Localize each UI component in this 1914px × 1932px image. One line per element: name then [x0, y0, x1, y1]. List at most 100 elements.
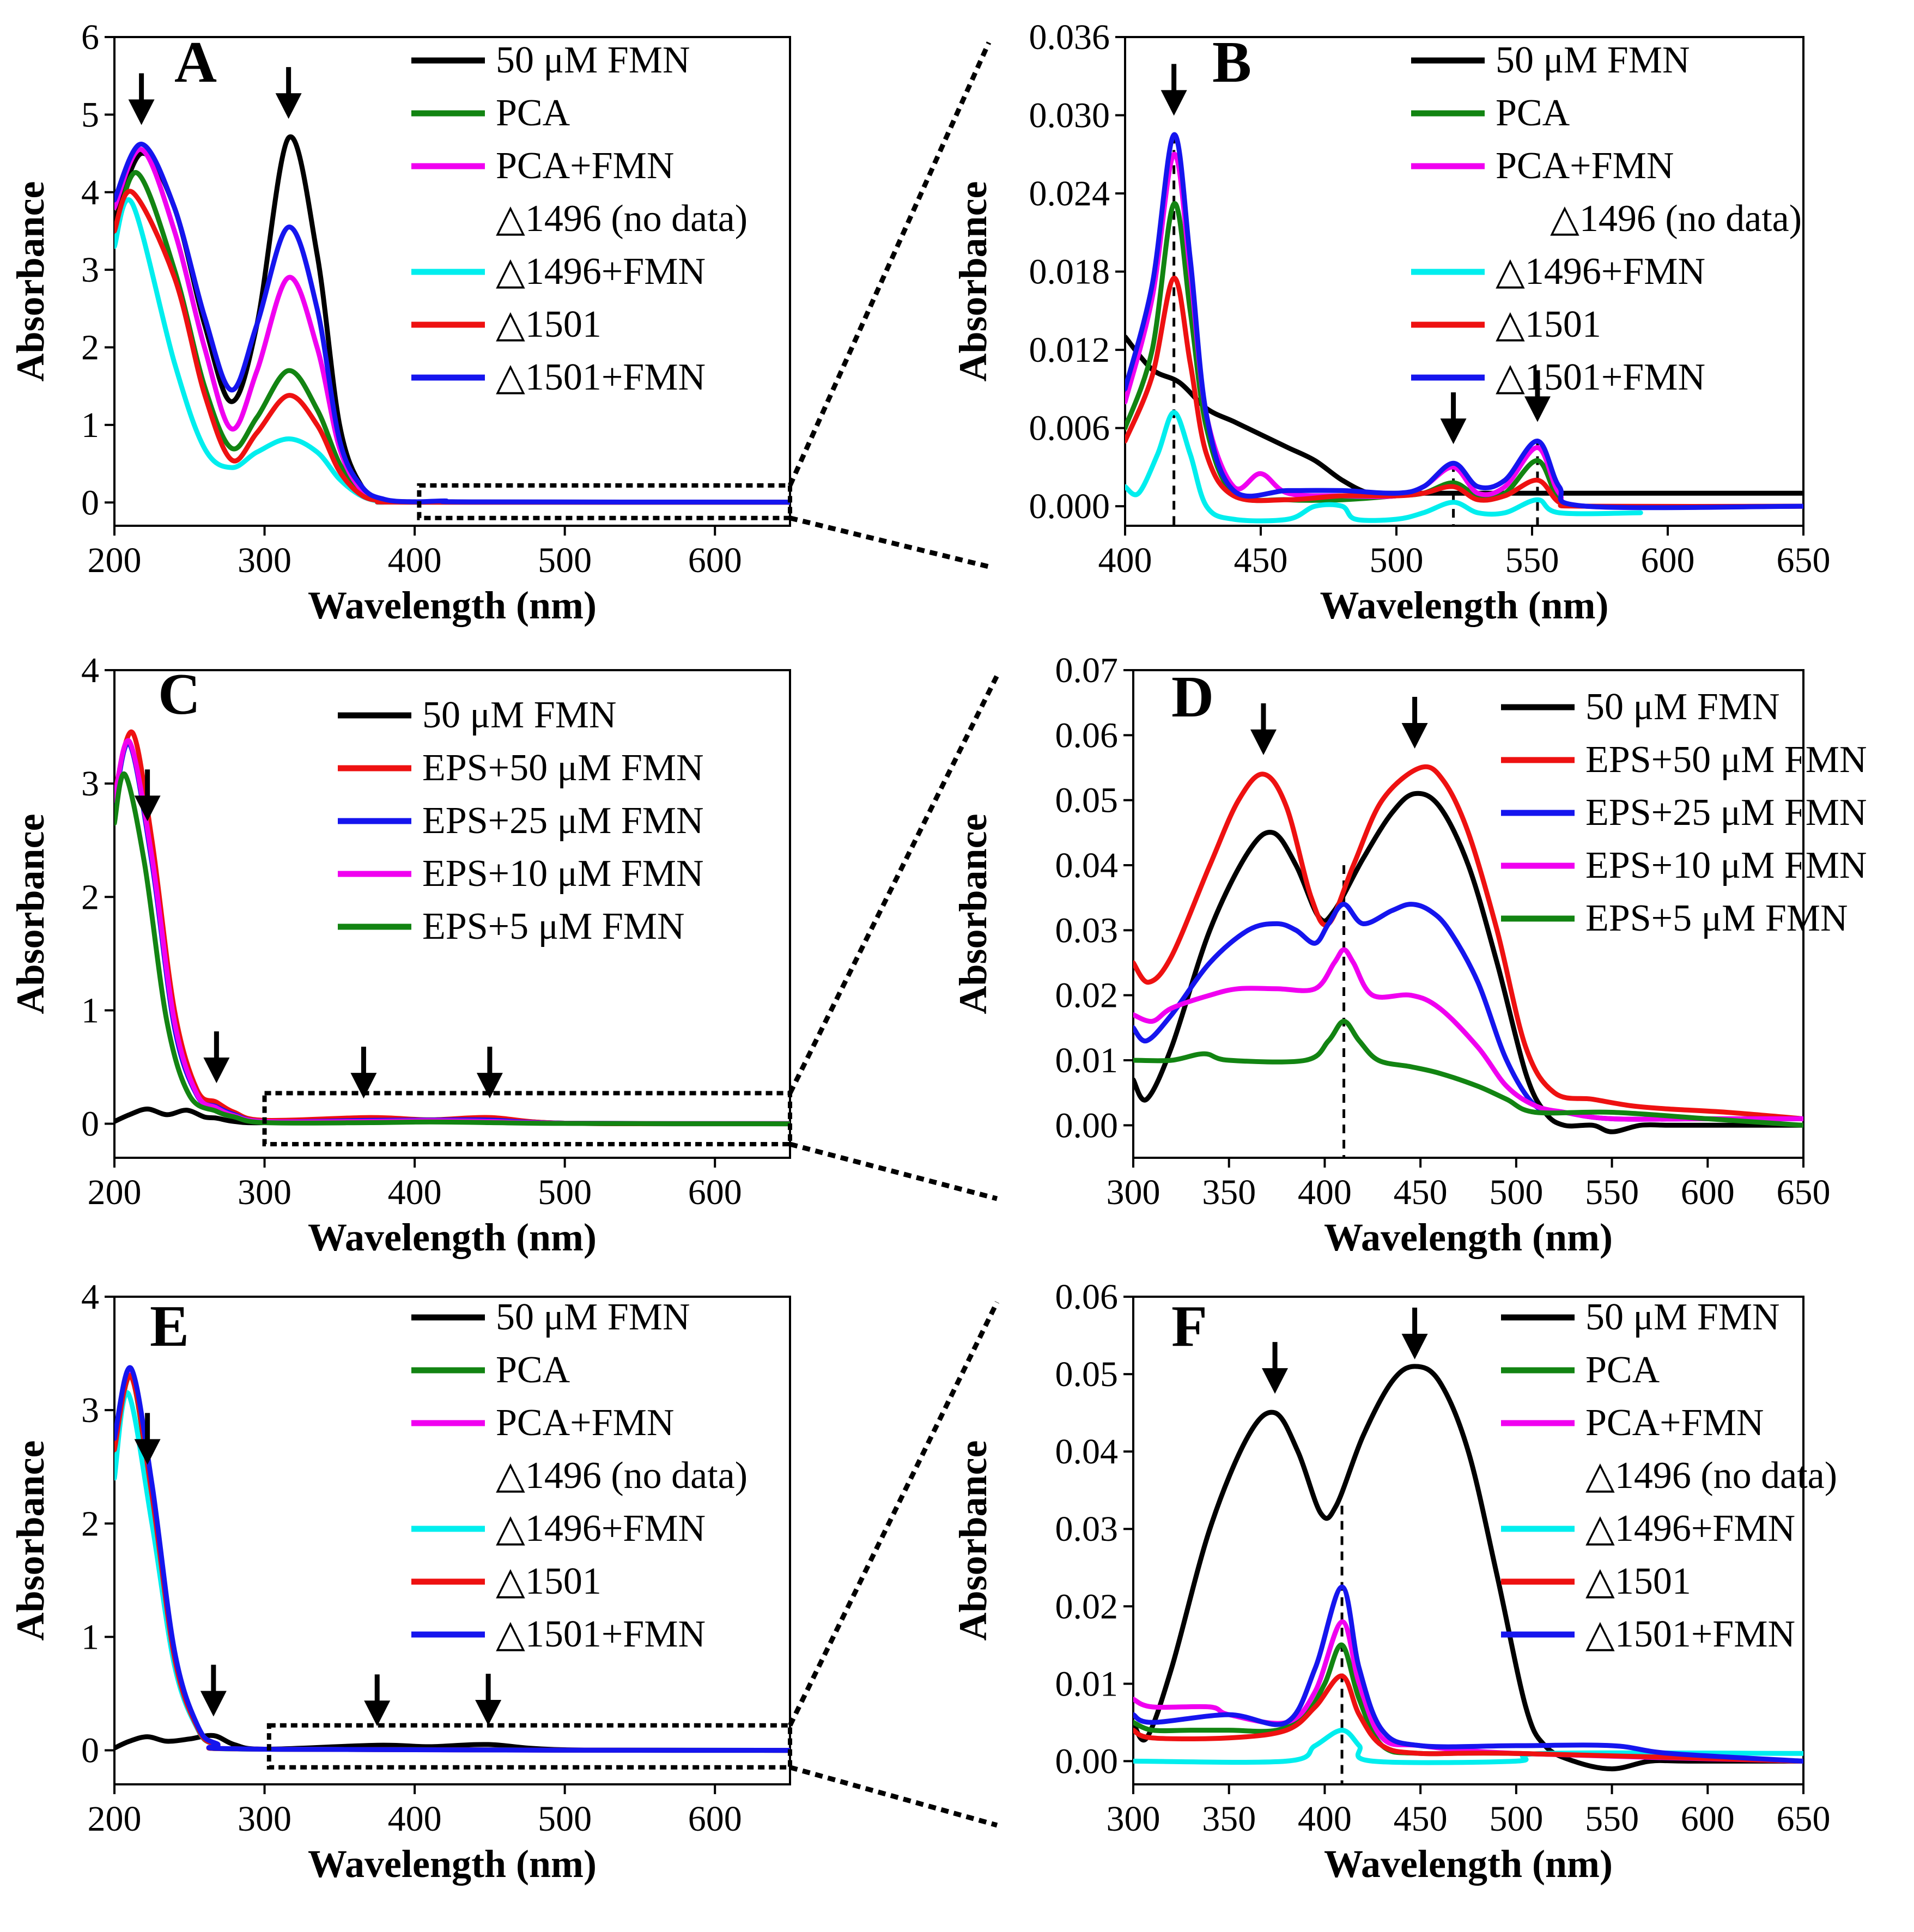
peak-arrow-icon — [1440, 392, 1467, 445]
legend-label: △1496+FMN — [496, 251, 706, 293]
y-tick-label: 0.01 — [1055, 1664, 1119, 1704]
legend-label: 50 μM FMN — [496, 39, 690, 81]
y-tick-label: 0 — [81, 483, 99, 523]
arrow-head — [134, 795, 161, 822]
x-axis-title: Wavelength (nm) — [1324, 1216, 1613, 1259]
y-tick-label: 0.05 — [1055, 1354, 1119, 1394]
x-axis-title: Wavelength (nm) — [308, 1842, 597, 1886]
y-tick-label: 0.04 — [1055, 1432, 1119, 1472]
legend-label: 50 μM FMN — [1585, 686, 1780, 728]
legend-item: △1496+FMN — [411, 1508, 706, 1550]
legend-item: 50 μM FMN — [1411, 39, 1690, 81]
series-group — [1133, 1364, 1803, 1772]
legend-item: PCA+FMN — [411, 1402, 674, 1444]
legend-item: 50 μM FMN — [411, 1296, 690, 1338]
x-tick-label: 200 — [88, 1799, 142, 1839]
chart-panel-a: 200 300 400 500 600 0 1 2 3 4 5 6 Wavelength (nm) Abs… — [9, 17, 792, 627]
arrow-head — [475, 1699, 502, 1726]
legend-item: △1501+FMN — [1501, 1613, 1795, 1655]
y-tick-label: 0.036 — [1029, 17, 1110, 57]
legend-label: EPS+5 μM FMN — [422, 906, 685, 947]
x-tick-label: 350 — [1202, 1799, 1256, 1839]
x-tick-label: 400 — [388, 540, 442, 580]
y-tick-label: 6 — [81, 17, 99, 57]
legend-item: EPS+50 μM FMN — [1501, 739, 1867, 781]
legend-item: EPS+10 μM FMN — [1501, 845, 1867, 886]
arrow-head — [350, 1073, 377, 1099]
series-line--1501-fmn — [1125, 132, 1803, 511]
legend-label: △1496 (no data) — [496, 198, 748, 240]
arrow-head — [200, 1691, 227, 1717]
x-axis-title: Wavelength (nm) — [1320, 584, 1609, 627]
x-axis-title: Wavelength (nm) — [1324, 1842, 1613, 1886]
series-line-eps-5-m-fmn — [1133, 1018, 1803, 1128]
chart-panel-c: 200 300 400 500 600 0 1 2 3 4 Wavelength (nm) Absor… — [9, 651, 792, 1259]
legend-label: △1501 — [496, 303, 601, 345]
x-tick-label: 600 — [688, 1172, 742, 1212]
y-tick-label: 0.02 — [1055, 976, 1119, 1016]
y-tick-label: 0.00 — [1055, 1741, 1119, 1781]
legend-item: △1496+FMN — [1411, 251, 1705, 293]
x-tick-label: 500 — [538, 1172, 592, 1212]
series-line-eps-5-m-fmn — [114, 771, 790, 1127]
legend-label: PCA+FMN — [1585, 1402, 1764, 1444]
y-tick-label: 0.030 — [1029, 96, 1110, 136]
series-line--1501-fmn — [1133, 1584, 1803, 1764]
y-tick-label: 0.04 — [1055, 846, 1119, 885]
y-tick-label: 0 — [81, 1731, 99, 1771]
legend-item: △1496 (no data) — [496, 1455, 748, 1497]
legend-item: EPS+5 μM FMN — [338, 906, 685, 947]
x-tick-label: 600 — [688, 540, 742, 580]
y-tick-label: 1 — [81, 405, 99, 445]
legend-label: △1501+FMN — [1496, 356, 1705, 398]
legend-label: △1496 (no data) — [1550, 198, 1802, 240]
plot-frame — [1132, 1296, 1804, 1785]
legend-item: △1501+FMN — [411, 356, 706, 398]
x-tick-label: 550 — [1505, 540, 1559, 580]
panel-letter: D — [1171, 665, 1214, 730]
chart-panel-f: 300 350 400 450 500 550 600 650 0.00 0.01 0.02 0.03… — [951, 1277, 1837, 1886]
legend-item: △1496 (no data) — [496, 198, 748, 240]
legend-item: △1501+FMN — [1411, 356, 1705, 398]
arrow-head — [134, 1439, 161, 1465]
zoom-box — [262, 1091, 792, 1147]
peak-arrow-icon — [1401, 697, 1428, 749]
arrow-head — [476, 1073, 503, 1099]
x-tick-label: 500 — [538, 540, 592, 580]
y-tick-label: 0 — [81, 1104, 99, 1144]
x-tick-label: 450 — [1394, 1799, 1448, 1839]
series-line-50-m-fmn — [1133, 1364, 1803, 1772]
legend-label: 50 μM FMN — [496, 1296, 690, 1338]
series-group — [1125, 132, 1803, 524]
y-axis-title: Absorbance — [951, 813, 995, 1014]
x-tick-label: 200 — [88, 1172, 142, 1212]
x-tick-label: 300 — [238, 540, 291, 580]
x-tick-label: 600 — [688, 1799, 742, 1839]
x-tick-label: 600 — [1681, 1172, 1735, 1212]
series-line-eps-10-m-fmn — [1133, 947, 1803, 1122]
y-tick-label: 4 — [81, 651, 99, 690]
legend-label: 50 μM FMN — [422, 694, 617, 736]
arrow-head — [275, 93, 302, 119]
x-tick-label: 450 — [1234, 540, 1288, 580]
legend-item: PCA+FMN — [1501, 1402, 1764, 1444]
x-tick-label: 350 — [1202, 1172, 1256, 1212]
legend-label: PCA — [1496, 92, 1570, 134]
y-axis-title: Absorbance — [951, 181, 995, 381]
series-line--1501-fmn — [114, 1365, 790, 1753]
series-group — [114, 134, 790, 505]
zoom-connector-top — [787, 41, 992, 487]
x-tick-label: 650 — [1777, 1799, 1831, 1839]
x-tick-label: 200 — [88, 540, 142, 580]
x-tick-label: 500 — [538, 1799, 592, 1839]
x-tick-label: 500 — [1370, 540, 1424, 580]
legend-item: PCA+FMN — [411, 145, 674, 187]
legend-item: △1501 — [411, 1560, 601, 1602]
series-line-50-m-fmn — [1125, 334, 1803, 497]
peak-arrow-icon — [1160, 64, 1187, 116]
panel-letter: B — [1212, 30, 1251, 95]
y-tick-label: 0.05 — [1055, 781, 1119, 821]
panel-letter: A — [174, 30, 217, 95]
x-tick-label: 550 — [1585, 1172, 1639, 1212]
